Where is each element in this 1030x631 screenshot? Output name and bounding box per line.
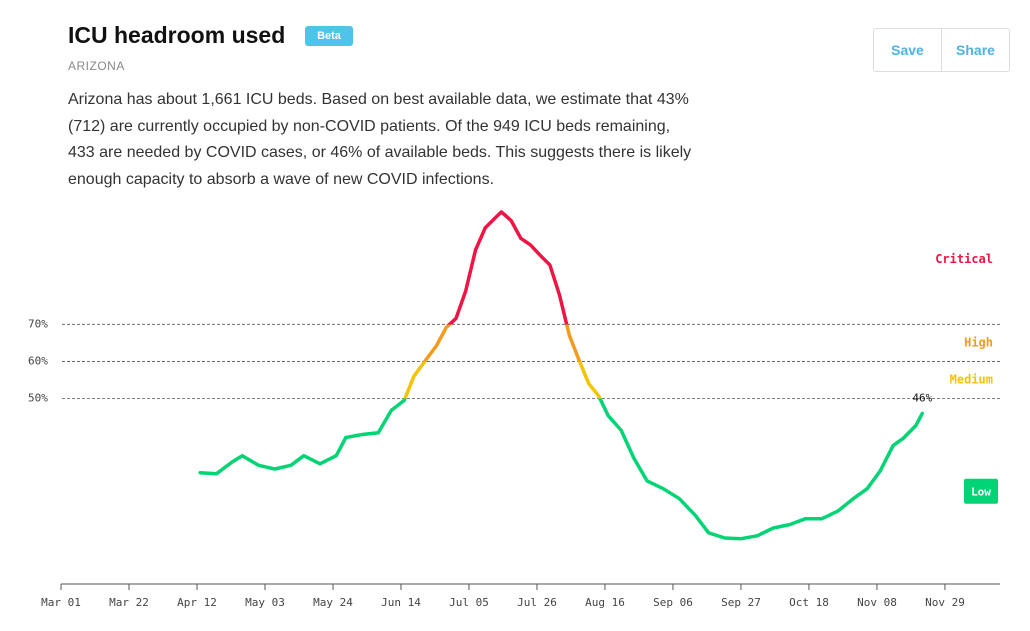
x-tick-label: Apr 12 xyxy=(177,596,217,609)
zone-label: High xyxy=(964,335,993,349)
x-tick-label: Mar 22 xyxy=(109,596,149,609)
x-tick-label: Jun 14 xyxy=(381,596,421,609)
share-button[interactable]: Share xyxy=(941,29,1009,71)
zone-label: Medium xyxy=(950,372,993,386)
save-button[interactable]: Save xyxy=(891,42,924,58)
icu-line xyxy=(198,210,925,541)
x-tick-label: Nov 29 xyxy=(925,596,965,609)
x-tick-label: May 24 xyxy=(313,596,353,609)
title: ICU headroom used xyxy=(68,22,286,48)
x-tick-label: Aug 16 xyxy=(585,596,625,609)
y-tick-label: 70% xyxy=(28,317,48,330)
y-tick-label: 50% xyxy=(28,392,48,405)
zone-label: Critical xyxy=(935,252,993,266)
zone-badge xyxy=(964,478,998,504)
value-label: 46% xyxy=(912,391,932,404)
x-tick-label: May 03 xyxy=(245,596,285,609)
badge: Beta xyxy=(305,26,353,46)
region: ARIZONA xyxy=(68,59,125,73)
x-tick-label: Sep 06 xyxy=(653,596,693,609)
x-tick-label: Nov 08 xyxy=(857,596,897,609)
button-group: Save Share xyxy=(873,28,1010,72)
x-tick-label: Sep 27 xyxy=(721,596,761,609)
x-tick-label: Oct 18 xyxy=(789,596,829,609)
x-tick-label: Mar 01 xyxy=(41,596,81,609)
zone-label: Low xyxy=(971,485,991,498)
y-tick-label: 60% xyxy=(28,354,48,367)
x-tick-label: Jul 26 xyxy=(517,596,557,609)
description: Arizona has about 1,661 ICU beds. Based … xyxy=(68,91,692,188)
x-tick-label: Jul 05 xyxy=(449,596,489,609)
